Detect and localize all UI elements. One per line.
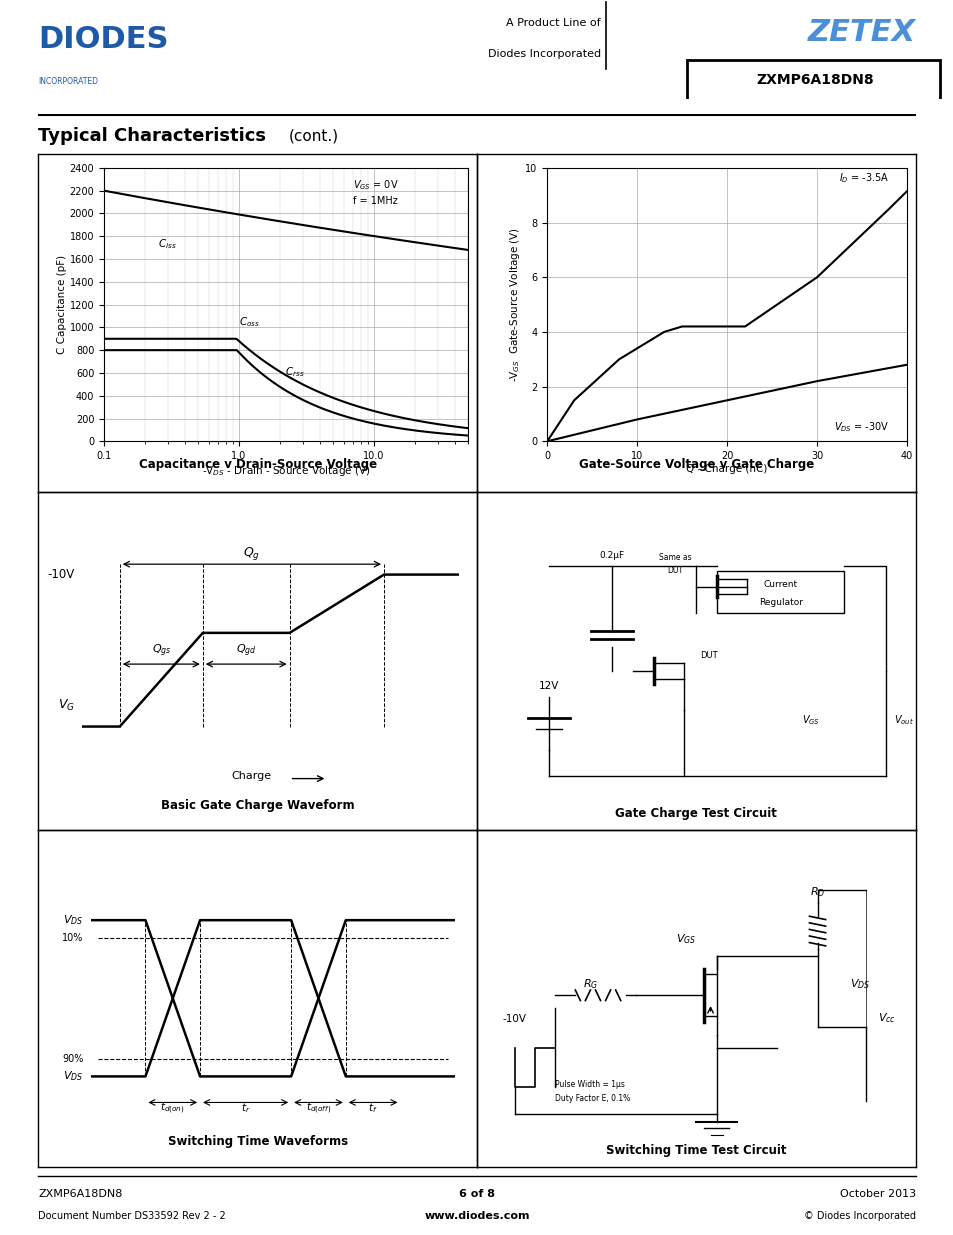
Text: Same as: Same as xyxy=(659,553,691,562)
Text: Charge: Charge xyxy=(232,771,272,781)
Text: $I_D$ = -3.5A: $I_D$ = -3.5A xyxy=(838,172,888,185)
Text: Gate-Source Voltage v Gate Charge: Gate-Source Voltage v Gate Charge xyxy=(578,458,813,471)
Text: 0.2μF: 0.2μF xyxy=(599,551,624,559)
Text: $Q_g$: $Q_g$ xyxy=(243,545,260,562)
Text: 90%: 90% xyxy=(62,1053,84,1065)
Text: $C_{iss}$: $C_{iss}$ xyxy=(157,237,176,252)
Text: Capacitance v Drain-Source Voltage: Capacitance v Drain-Source Voltage xyxy=(138,458,376,471)
Text: ZETEX: ZETEX xyxy=(807,17,915,47)
Text: Basic Gate Charge Waveform: Basic Gate Charge Waveform xyxy=(161,799,354,811)
Text: A Product Line of: A Product Line of xyxy=(506,17,600,27)
Text: $V_{DS}$: $V_{DS}$ xyxy=(63,913,84,927)
Text: $t_f$: $t_f$ xyxy=(368,1102,377,1115)
Text: Gate Charge Test Circuit: Gate Charge Test Circuit xyxy=(615,806,777,820)
Text: $V_G$: $V_G$ xyxy=(57,698,74,714)
Text: $V_{cc}$: $V_{cc}$ xyxy=(877,1011,895,1025)
Text: Typical Characteristics: Typical Characteristics xyxy=(38,127,266,144)
Text: 12V: 12V xyxy=(538,682,558,692)
X-axis label: Q - Charge (nC): Q - Charge (nC) xyxy=(686,464,767,474)
Text: $V_{DS}$ = -30V: $V_{DS}$ = -30V xyxy=(833,420,888,435)
Text: $R_D$: $R_D$ xyxy=(809,885,824,899)
Text: Switching Time Test Circuit: Switching Time Test Circuit xyxy=(605,1145,786,1157)
Text: ZXMP6A18DN8: ZXMP6A18DN8 xyxy=(756,73,874,86)
Text: f = 1MHz: f = 1MHz xyxy=(353,196,397,206)
Text: $Q_{gd}$: $Q_{gd}$ xyxy=(235,643,256,659)
Text: -10V: -10V xyxy=(502,1014,526,1024)
Text: INCORPORATED: INCORPORATED xyxy=(38,77,98,86)
Text: $t_{d(off)}$: $t_{d(off)}$ xyxy=(306,1102,331,1116)
Bar xyxy=(717,571,843,613)
Text: www.diodes.com: www.diodes.com xyxy=(424,1210,529,1220)
Text: $R_G$: $R_G$ xyxy=(583,977,598,992)
Text: -10V: -10V xyxy=(48,568,74,582)
Text: $t_r$: $t_r$ xyxy=(241,1102,250,1115)
Text: $V_{DS}$: $V_{DS}$ xyxy=(63,1070,84,1083)
Y-axis label: C Capacitance (pF): C Capacitance (pF) xyxy=(56,256,67,354)
Text: 10%: 10% xyxy=(62,932,84,942)
Text: Diodes Incorporated: Diodes Incorporated xyxy=(487,49,600,59)
Text: 6 of 8: 6 of 8 xyxy=(458,1189,495,1199)
Text: DIODES: DIODES xyxy=(38,25,169,53)
Text: ZXMP6A18DN8: ZXMP6A18DN8 xyxy=(38,1189,122,1199)
Text: $C_{rss}$: $C_{rss}$ xyxy=(285,366,304,379)
Text: (cont.): (cont.) xyxy=(288,128,338,143)
Text: Pulse Width = 1μs: Pulse Width = 1μs xyxy=(555,1081,624,1089)
Text: $t_{d(on)}$: $t_{d(on)}$ xyxy=(160,1102,185,1116)
Text: $V_{out}$: $V_{out}$ xyxy=(894,714,914,727)
FancyBboxPatch shape xyxy=(686,61,939,100)
Y-axis label: -V$_{GS}$  Gate-Source Voltage (V): -V$_{GS}$ Gate-Source Voltage (V) xyxy=(508,227,522,382)
X-axis label: -V$_{DS}$ - Drain - Source Voltage (V): -V$_{DS}$ - Drain - Source Voltage (V) xyxy=(202,464,370,478)
Text: DUT: DUT xyxy=(667,567,682,576)
Text: $V_{DS}$: $V_{DS}$ xyxy=(849,977,869,992)
Text: $Q_{gs}$: $Q_{gs}$ xyxy=(152,643,171,659)
Text: $V_{GS}$ = 0V: $V_{GS}$ = 0V xyxy=(353,178,398,193)
Text: Regulator: Regulator xyxy=(758,598,801,608)
Text: $C_{oss}$: $C_{oss}$ xyxy=(238,315,260,329)
Text: Switching Time Waveforms: Switching Time Waveforms xyxy=(168,1135,347,1147)
Text: Document Number DS33592 Rev 2 - 2: Document Number DS33592 Rev 2 - 2 xyxy=(38,1210,226,1220)
Text: Duty Factor E, 0.1%: Duty Factor E, 0.1% xyxy=(555,1093,630,1103)
Text: DUT: DUT xyxy=(700,651,717,659)
Text: $V_{GS}$: $V_{GS}$ xyxy=(676,932,696,946)
Text: October 2013: October 2013 xyxy=(839,1189,915,1199)
Text: $V_{GS}$: $V_{GS}$ xyxy=(801,714,819,727)
Text: Current: Current xyxy=(762,579,797,589)
Text: © Diodes Incorporated: © Diodes Incorporated xyxy=(803,1210,915,1220)
